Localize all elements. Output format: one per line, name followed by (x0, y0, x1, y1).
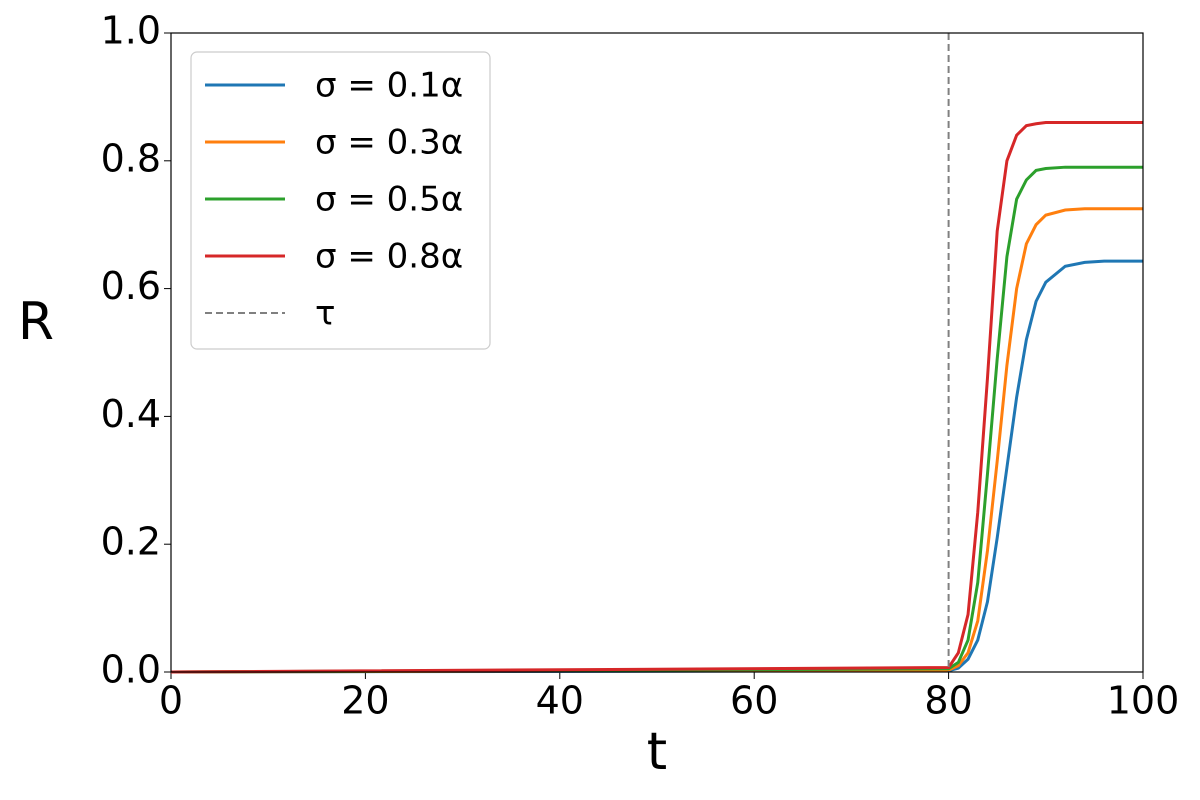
legend-label: σ = 0.1α (315, 66, 463, 106)
x-tick-label: 40 (536, 679, 584, 723)
y-tick-label: 0.2 (101, 520, 161, 564)
x-tick-label: 0 (159, 679, 183, 723)
y-tick-label: 0.4 (101, 392, 161, 436)
legend-label: σ = 0.8α (315, 237, 463, 277)
x-tick-label: 60 (730, 679, 778, 723)
x-tick-label: 100 (1107, 679, 1180, 723)
y-tick-label: 0.8 (101, 136, 161, 180)
legend-box (190, 51, 491, 350)
x-axis-label: t (647, 722, 667, 782)
x-tick-label: 80 (924, 679, 972, 723)
series-line (170, 165, 1143, 674)
x-tick-label: 20 (341, 679, 389, 723)
series-line (170, 120, 1143, 674)
legend: σ = 0.1α σ = 0.3α σ = 0.5α σ = 0.8α τ (190, 51, 491, 350)
y-tick-label: 0.6 (101, 264, 161, 308)
y-axis-label: R (18, 292, 54, 352)
series-line (170, 259, 1143, 674)
legend-label: σ = 0.5α (315, 180, 463, 220)
y-tick-label: 1.0 (101, 9, 161, 53)
plot-frame (170, 32, 1144, 673)
legend-label: τ (315, 294, 335, 334)
legend-label: σ = 0.3α (315, 123, 463, 163)
series-line (170, 207, 1143, 674)
y-tick-label: 0.0 (101, 648, 161, 692)
